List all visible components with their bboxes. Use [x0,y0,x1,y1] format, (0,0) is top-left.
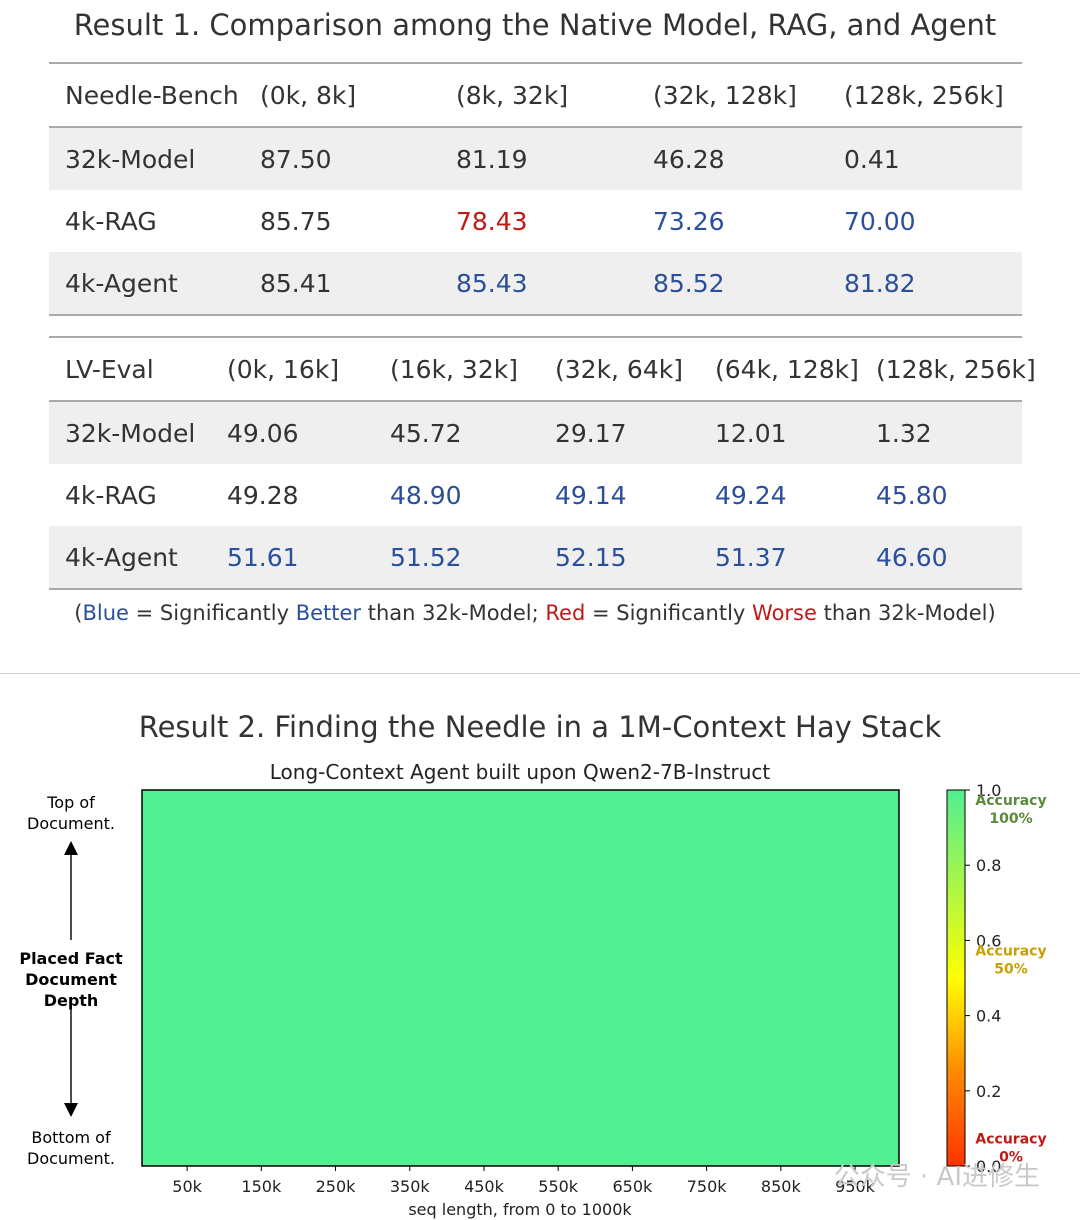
lv_eval-row-label: 4k-Agent [49,526,211,590]
needle_bench-value-cell: 70.00 [844,206,916,236]
lv_eval-row-label: 32k-Model [49,401,211,464]
lv_eval-header-cell: (64k, 128k] [699,336,860,402]
lv_eval-value-cell: 49.24 [715,480,787,510]
lv_eval-value-cell: 1.32 [860,401,1022,464]
colorbar-tick-label: 0.6 [976,931,1001,950]
needle_bench-value-cell: 85.75 [260,206,332,236]
needle_bench-value-cell: 85.41 [244,252,440,316]
needle_bench-value-cell: 85.52 [637,252,828,316]
lv_eval-header-cell: (16k, 32k] [374,336,539,402]
colorbar-tick-label: 0.4 [976,1007,1001,1026]
y-axis-label: Placed Fact [19,949,123,968]
x-axis-ticks: 50k 150k 250k 350k 450k 550k 650k 750k 850k 950k [172,1166,876,1196]
watermark: 公众号 · AI进修生 [834,1162,1040,1192]
y-top-label: Document. [27,814,115,833]
needle_bench-value-cell: 78.43 [456,206,528,236]
needle_bench-value-cell: 46.28 [637,127,828,190]
needle-heatmap-chart: Long-Context Agent built upon Qwen2-7B-I… [19,760,1046,1219]
colorbar [946,789,966,1167]
needle_bench-row: 4k-Agent 85.41 85.43 85.52 81.82 [49,252,1022,316]
y-axis-labels: Top of Document. Placed Fact Document Depth B… [19,793,123,1168]
lv-eval-table: LV-Eval (0k, 16k] (16k, 32k] (32k, 64k] (64k… [49,336,1036,590]
needle_bench-header-row: Needle-Bench (0k, 8k] (8k, 32k] (32k, 128k]… [49,62,1022,128]
lv_eval-value-cell: 45.72 [374,401,539,464]
lv_eval-value-cell: 49.06 [211,401,374,464]
x-tick-label: 250k [316,1177,357,1196]
colorbar-tick-label: 0.2 [976,1082,1001,1101]
x-tick-label: 850k [761,1177,802,1196]
colorbar-ticks: 1.0 0.8 0.6 0.4 0.2 0.0 [965,781,1001,1176]
needle_bench-value-cell: 81.19 [440,127,637,190]
y-top-label: Top of [46,793,95,812]
lv_eval-value-cell: 46.60 [860,526,1022,590]
lv_eval-value-cell: 45.80 [876,480,948,510]
lv_eval-row: 32k-Model 49.06 45.72 29.17 12.01 1.32 [49,401,1022,464]
needle_bench-row: 4k-RAG 85.75 78.43 73.26 70.00 [49,190,1022,252]
needle_bench-header-cell: Needle-Bench [49,62,244,128]
lv_eval-row: 4k-Agent 51.61 51.52 52.15 51.37 46.60 [49,526,1022,590]
needle_bench-value-cell: 81.82 [828,252,1022,316]
y-axis-label: Depth [44,991,99,1010]
needle_bench-row-label: 4k-RAG [65,206,157,236]
chart-title: Long-Context Agent built upon Qwen2-7B-I… [270,760,771,784]
needle_bench-row-label: 4k-Agent [49,252,244,316]
y-bottom-label: Bottom of [31,1128,111,1147]
needle_bench-value-cell: 0.41 [828,127,1022,190]
colorbar-annotation: Accuracy [975,943,1046,959]
result1-title: Result 1. Comparison among the Native Mo… [73,8,997,42]
lv_eval-value-cell: 49.14 [555,480,627,510]
lv_eval-row: 4k-RAG 49.28 48.90 49.14 49.24 45.80 [49,464,1022,526]
colorbar-annotation: Accuracy [975,1131,1046,1147]
x-axis-label: seq length, from 0 to 1000k [408,1200,632,1219]
lv_eval-value-cell: 51.37 [699,526,860,590]
lv_eval-value-cell: 52.15 [539,526,699,590]
colorbar-annotations: Accuracy 100% Accuracy 50% Accuracy 0% [975,793,1046,1165]
lv_eval-value-cell: 51.52 [374,526,539,590]
lv_eval-header-cell: (0k, 16k] [211,336,374,402]
x-tick-label: 650k [612,1177,653,1196]
needle_bench-header-cell: (128k, 256k] [828,62,1022,128]
x-tick-label: 50k [172,1177,202,1196]
colorbar-tick-label: 0.8 [976,856,1001,875]
needle_bench-value-cell: 73.26 [653,206,725,236]
result2-title: Result 2. Finding the Needle in a 1M-Con… [138,710,942,744]
needle_bench-value-cell: 87.50 [244,127,440,190]
needle_bench-header-cell: (8k, 32k] [440,62,637,128]
needle_bench-header-cell: (0k, 8k] [244,62,440,128]
colorbar-annotation: Accuracy [975,793,1046,809]
lv_eval-value-cell: 12.01 [699,401,860,464]
lv_eval-header-row: LV-Eval (0k, 16k] (16k, 32k] (32k, 64k] (64k… [49,336,1036,402]
lv_eval-header-cell: (32k, 64k] [539,336,699,402]
needle_bench-header-cell: (32k, 128k] [637,62,828,128]
needle_bench-row-label: 32k-Model [49,127,244,190]
x-tick-label: 150k [241,1177,282,1196]
lv_eval-row-label: 4k-RAG [65,480,157,510]
x-tick-label: 950k [835,1177,876,1196]
section-divider [0,673,1080,674]
x-tick-label: 750k [687,1177,728,1196]
lv_eval-header-cell: (128k, 256k] [860,336,1036,402]
lv_eval-value-cell: 48.90 [390,480,462,510]
colorbar-tick-label: 0.0 [976,1157,1001,1176]
x-tick-label: 450k [464,1177,505,1196]
heatmap-cell [141,789,900,1167]
color-legend-note: (Blue = Significantly Better than 32k-Mo… [74,601,996,625]
lv_eval-value-cell: 51.61 [211,526,374,590]
colorbar-annotation: 50% [994,961,1028,977]
lv_eval-value-cell: 49.28 [227,480,299,510]
x-tick-label: 350k [390,1177,431,1196]
y-axis-label: Document [25,970,117,989]
colorbar-tick-label: 1.0 [976,781,1001,800]
x-tick-label: 550k [538,1177,579,1196]
needle-bench-table: Needle-Bench (0k, 8k] (8k, 32k] (32k, 128k]… [49,62,1022,316]
lv_eval-header-cell: LV-Eval [49,336,211,402]
y-bottom-label: Document. [27,1149,115,1168]
colorbar-annotation: 0% [999,1149,1023,1165]
colorbar-annotation: 100% [989,811,1032,827]
needle_bench-value-cell: 85.43 [440,252,637,316]
lv_eval-value-cell: 29.17 [539,401,699,464]
needle_bench-row: 32k-Model 87.50 81.19 46.28 0.41 [49,127,1022,190]
